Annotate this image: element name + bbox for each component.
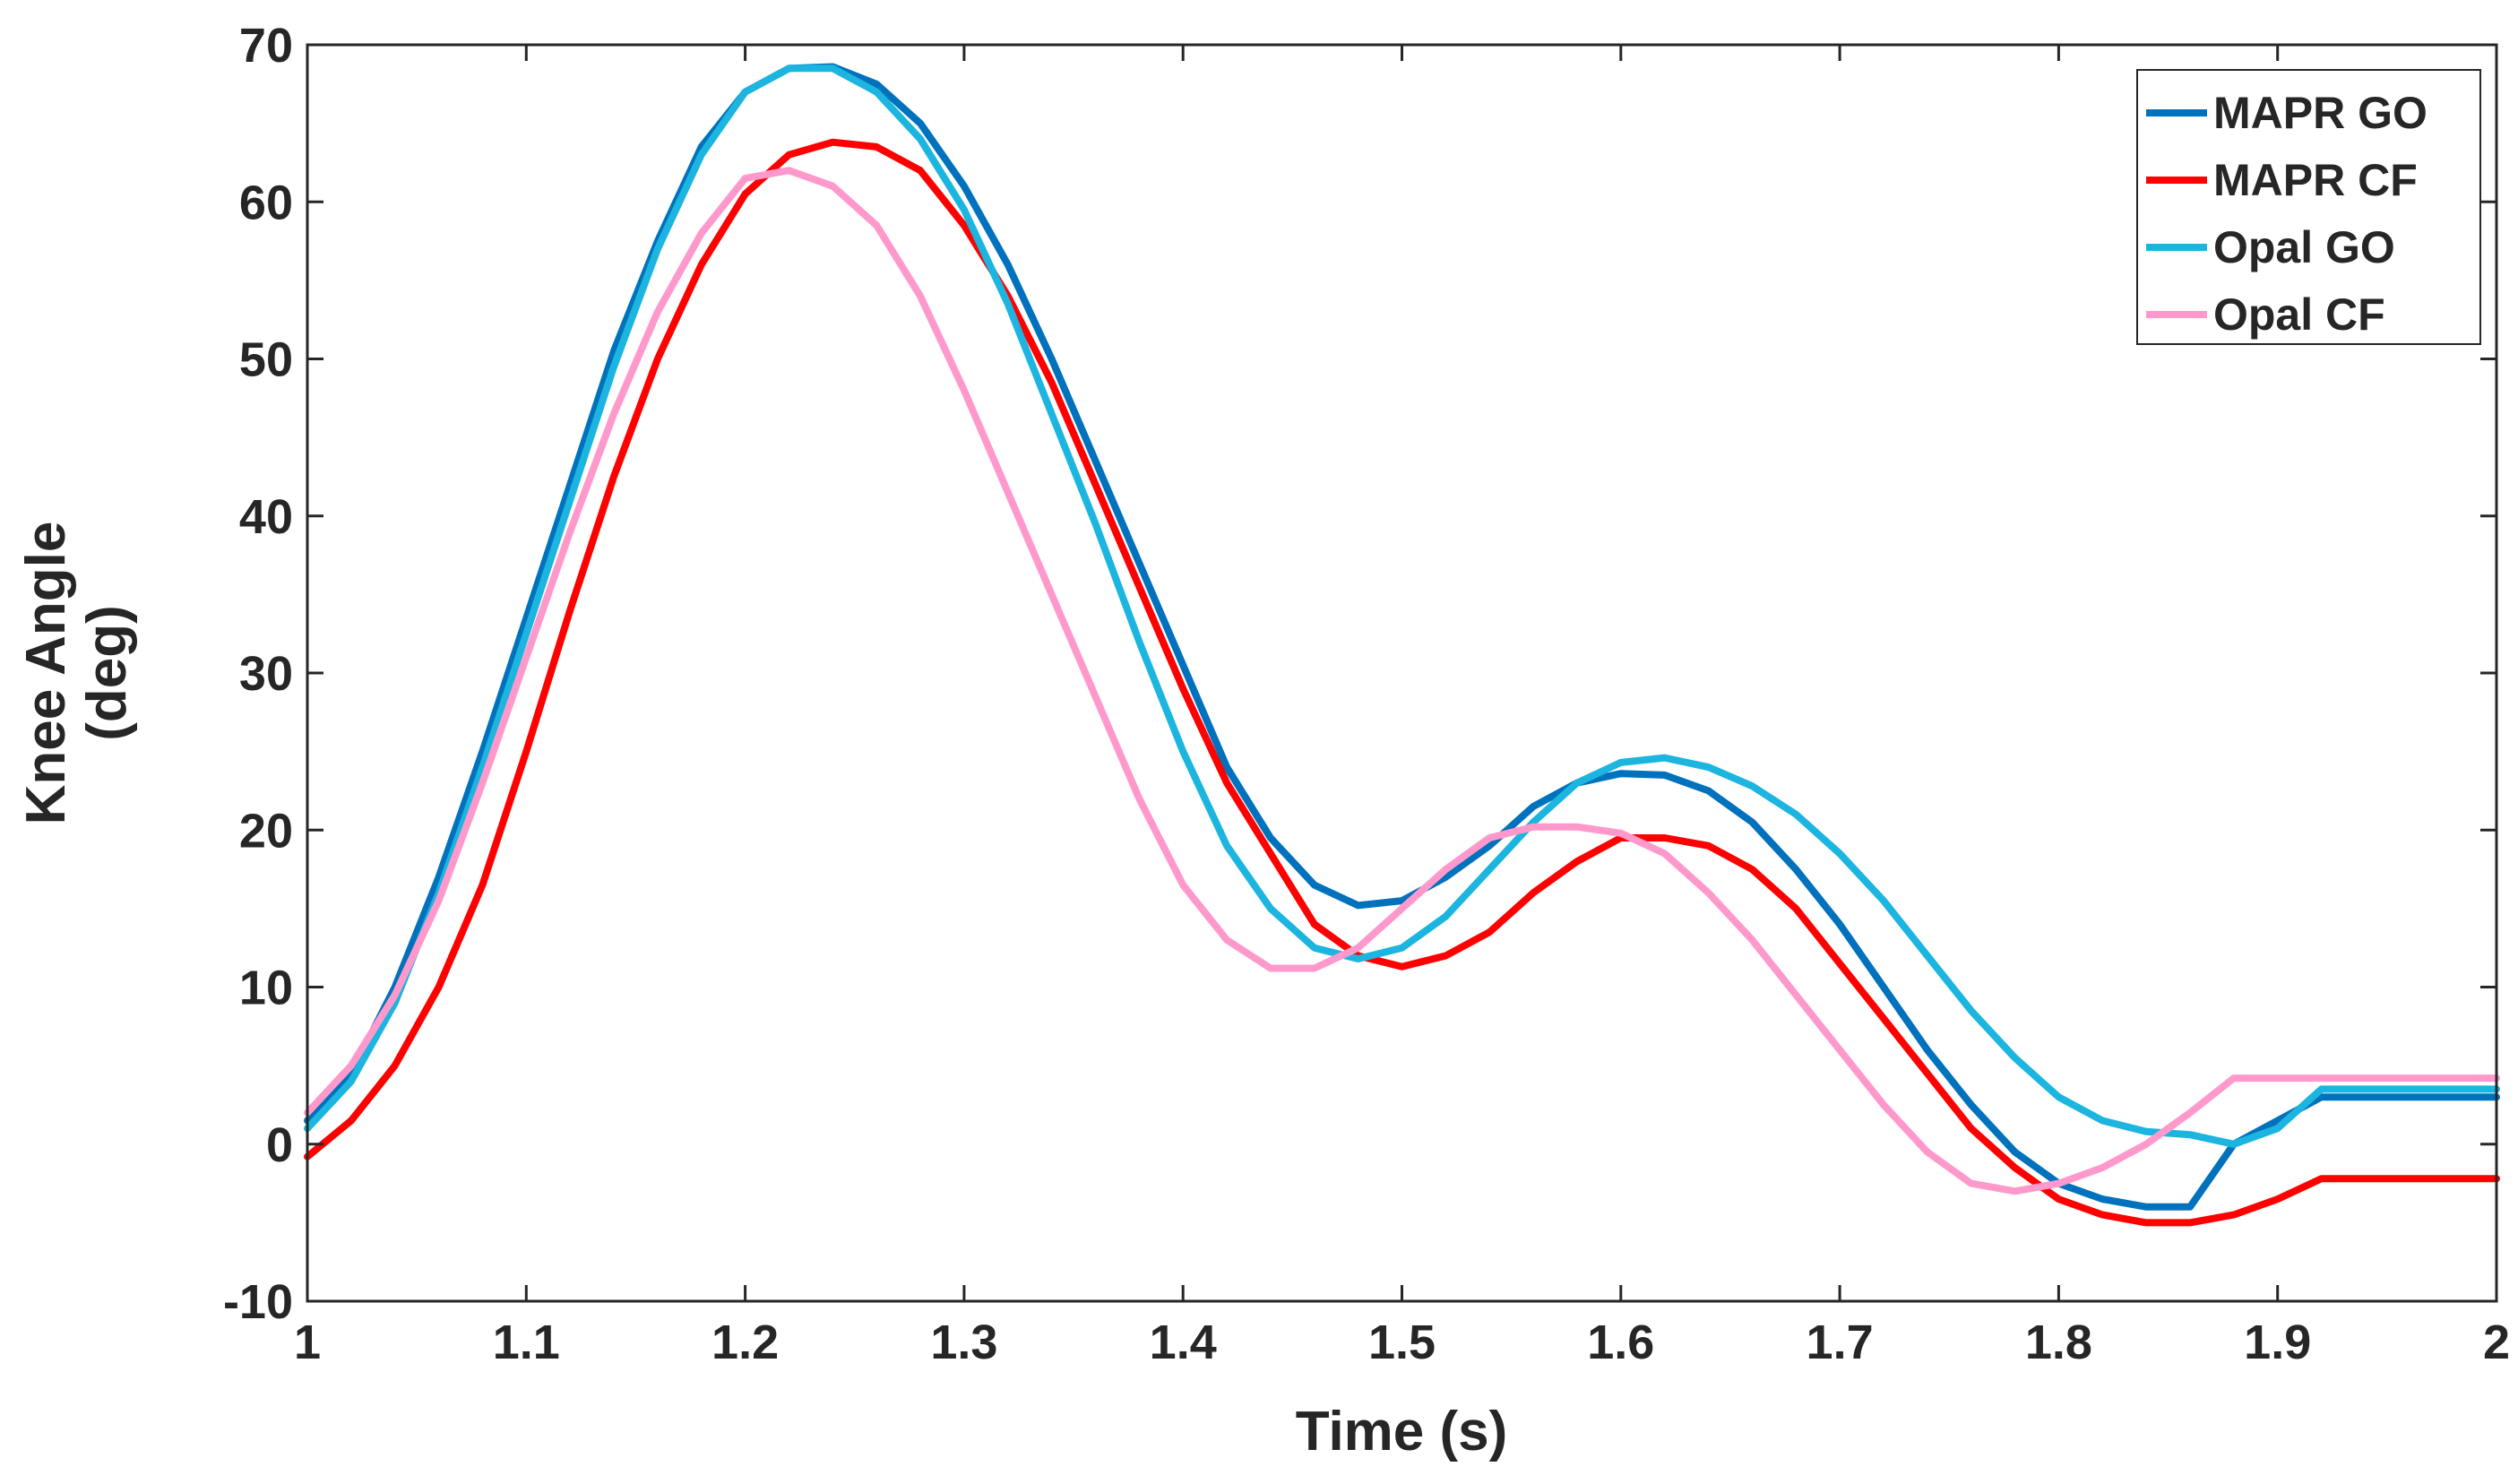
x-tick-label: 1.9 bbox=[2244, 1316, 2311, 1369]
y-tick-label: 50 bbox=[239, 333, 293, 387]
series-line-opal-cf bbox=[304, 167, 2500, 1195]
y-tick-label: 60 bbox=[239, 176, 293, 229]
legend-label: Opal GO bbox=[2213, 222, 2395, 272]
y-tick-label: 40 bbox=[239, 490, 293, 544]
legend-label: MAPR CF bbox=[2213, 155, 2418, 205]
legend-label: Opal CF bbox=[2213, 289, 2385, 340]
x-tick-label: 1.3 bbox=[930, 1316, 997, 1369]
y-tick-label: -10 bbox=[223, 1275, 293, 1329]
x-tick-label: 1.8 bbox=[2025, 1316, 2092, 1369]
legend-label: MAPR GO bbox=[2213, 88, 2427, 138]
series-line-mapr-cf bbox=[304, 138, 2500, 1227]
y-tick-label: 0 bbox=[266, 1118, 293, 1172]
x-tick-label: 1 bbox=[294, 1316, 321, 1369]
x-tick-label: 1.1 bbox=[493, 1316, 560, 1369]
x-tick-label: 1.4 bbox=[1150, 1316, 1217, 1369]
series-layer bbox=[304, 63, 2500, 1227]
x-tick-label: 1.6 bbox=[1587, 1316, 1654, 1369]
x-tick-label: 1.2 bbox=[711, 1316, 779, 1369]
legend: MAPR GO MAPR CF Opal GO Opal CF bbox=[2136, 69, 2481, 345]
tick-labels-layer: 1 1.1 1.2 1.3 1.4 1.5 1.6 1.7 1.8 1.9 2 -10 0 10 20 30 4… bbox=[223, 19, 2510, 1369]
y-tick-label: 70 bbox=[239, 19, 293, 73]
y-axis-title-line-1: Knee Angle bbox=[15, 522, 77, 825]
y-tick-label: 10 bbox=[239, 962, 293, 1015]
series-line-opal-go bbox=[304, 65, 2500, 1148]
y-tick-label: 20 bbox=[239, 804, 293, 858]
x-tick-label: 2 bbox=[2483, 1316, 2510, 1369]
y-tick-label: 30 bbox=[239, 647, 293, 701]
x-tick-label: 1.5 bbox=[1368, 1316, 1436, 1369]
x-axis-title: Time (s) bbox=[1296, 1401, 1508, 1462]
y-axis-title-line-2: (deg) bbox=[76, 605, 138, 741]
x-tick-label: 1.7 bbox=[1807, 1316, 1874, 1369]
ticks-layer bbox=[306, 43, 2498, 1303]
